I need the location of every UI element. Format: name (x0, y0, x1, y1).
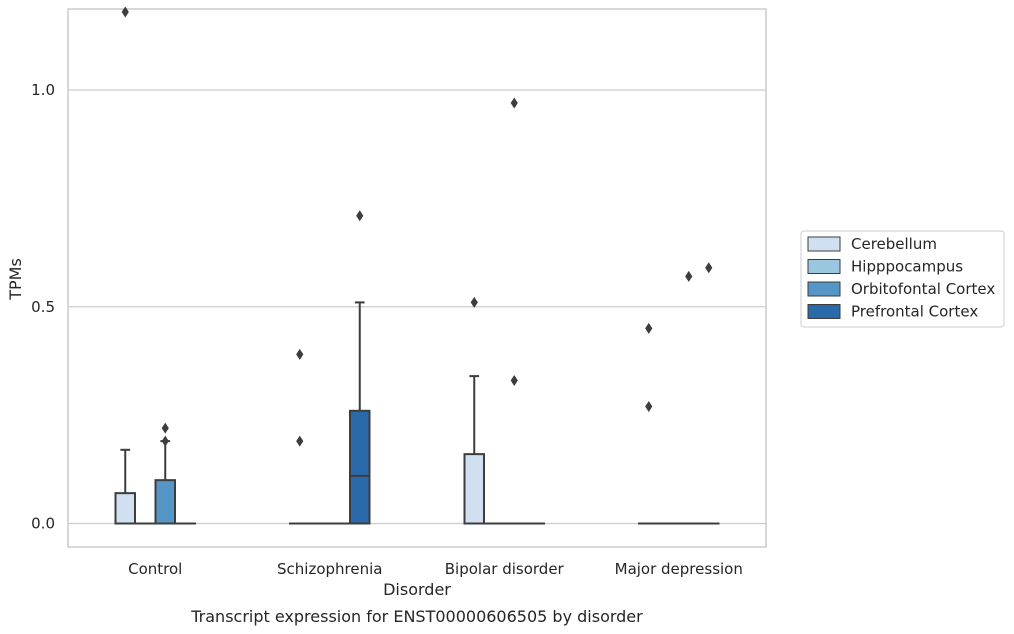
outlier-point (296, 348, 304, 360)
box-orbitofontal-cortex-control (154, 422, 176, 525)
box-cerebellum-schizophrenia (289, 348, 311, 525)
x-tick-label: Schizophrenia (277, 560, 382, 578)
x-tick-label: Bipolar disorder (445, 560, 565, 578)
outlier-point (645, 322, 653, 334)
outlier-point (510, 97, 518, 109)
box-cerebellum-control (114, 6, 136, 525)
plot-frame (67, 8, 767, 548)
box-series (114, 6, 720, 525)
box-orbitofontal-cortex-major-depression (678, 270, 700, 525)
x-axis-ticks: Control Schizophrenia Bipolar disorder Majo… (128, 560, 743, 578)
outlier-point (705, 262, 713, 274)
outlier-point (161, 422, 169, 434)
outlier-point (685, 270, 693, 282)
box-hipppocampus-control (134, 522, 156, 525)
legend: Cerebellum Hipppocampus Orbitofontal Corte… (800, 230, 1005, 328)
box-body (114, 492, 136, 525)
legend-frame (800, 230, 1005, 328)
outlier-point (470, 296, 478, 308)
outlier-point (645, 400, 653, 412)
y-tick-label: 1.0 (31, 81, 55, 99)
x-axis-title: Disorder (383, 580, 451, 599)
box-prefrontal-cortex-schizophrenia (349, 210, 371, 525)
box-cerebellum-major-depression (638, 322, 660, 525)
x-tick-label: Control (128, 560, 182, 578)
legend-label: Prefrontal Cortex (851, 303, 978, 321)
y-axis-title: TPMs (6, 258, 25, 301)
outlier-point (510, 374, 518, 386)
y-tick-label: 0.0 (31, 515, 55, 533)
box-cerebellum-bipolar-disorder (463, 296, 485, 525)
y-axis-ticks: 0.00.51.01.52.0 (31, 81, 55, 533)
box-orbitofontal-cortex-bipolar-disorder (503, 97, 525, 525)
legend-swatch (807, 259, 841, 274)
legend-label: Cerebellum (851, 235, 937, 253)
legend-label: Orbitofontal Cortex (851, 280, 995, 298)
box-prefrontal-cortex-major-depression (698, 262, 720, 525)
legend-swatch (807, 236, 841, 252)
outlier-point (356, 210, 364, 222)
chart-caption: Transcript expression for ENST0000060650… (190, 607, 643, 626)
x-tick-label: Major depression (615, 560, 743, 578)
outlier-point (161, 435, 169, 447)
box-body (154, 479, 176, 525)
legend-label: Hipppocampus (851, 258, 963, 276)
y-tick-label: 0.5 (31, 298, 55, 316)
legend-swatch (807, 304, 841, 319)
outlier-point (121, 6, 129, 18)
outlier-point (296, 435, 304, 447)
box-body (349, 409, 371, 525)
legend-swatch (807, 281, 841, 297)
gridlines (68, 89, 766, 525)
box-body (463, 453, 485, 525)
